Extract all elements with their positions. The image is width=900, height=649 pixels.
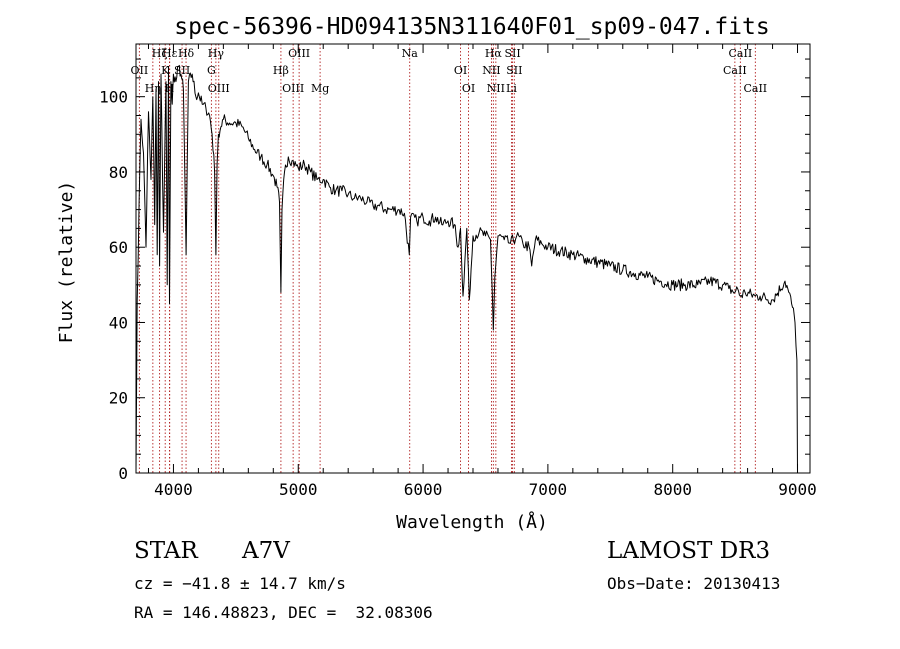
x-tick-label: 7000	[529, 480, 568, 499]
x-tick-label: 6000	[404, 480, 443, 499]
line-marker-label: H	[165, 82, 175, 95]
y-axis-label: Flux (relative)	[56, 181, 77, 344]
object-subclass: A7V	[242, 538, 290, 564]
y-tick-label: 80	[109, 163, 128, 182]
line-marker-label: Hβ	[273, 64, 289, 77]
line-marker-label: NII	[487, 82, 505, 95]
line-marker-label: OI	[462, 82, 475, 95]
line-marker-labels: HεKHHδOIIHηHζSIIOIIIHγGOIIIOIIIHβMgNaOIO…	[131, 47, 768, 95]
line-marker-label: OIII	[208, 82, 230, 95]
line-marker-label: G	[207, 64, 216, 77]
line-marker-label: Li	[506, 82, 517, 95]
y-tick-label: 20	[109, 389, 128, 408]
line-marker-label: Hζ	[152, 47, 168, 60]
line-marker-label: OI	[454, 64, 467, 77]
line-marker-label: CaII	[743, 82, 767, 95]
redshift-velocity: cz = −41.8 ± 14.7 km/s	[134, 574, 346, 593]
x-tick-label: 5000	[279, 480, 318, 499]
line-marker-label: SII	[174, 64, 190, 77]
y-tick-label: 100	[99, 88, 128, 107]
line-marker-label: OIII	[288, 47, 310, 60]
spectrum-line	[135, 64, 798, 474]
line-marker-label: OII	[131, 64, 149, 77]
y-tick-label: 0	[118, 464, 128, 483]
sky-coordinates: RA = 146.48823, DEC = 32.08306	[134, 603, 433, 622]
line-marker-label: NII	[482, 64, 500, 77]
line-markers	[138, 44, 756, 473]
line-marker-label: Hδ	[178, 47, 195, 60]
line-marker-label: Mg	[311, 82, 329, 95]
x-tick-label: 9000	[778, 480, 817, 499]
x-axis-label: Wavelength (Å)	[396, 511, 548, 533]
line-marker-label: OIII	[282, 82, 304, 95]
y-tick-label: 40	[109, 313, 128, 332]
chart-title: spec-56396-HD094135N311640F01_sp09-047.f…	[174, 14, 769, 40]
line-marker-label: SII	[506, 64, 522, 77]
survey-name: LAMOST DR3	[607, 538, 771, 564]
axis-ticks	[136, 44, 810, 474]
observation-date: Obs−Date: 20130413	[607, 574, 781, 593]
axis-tick-labels: 4000 5000 6000 7000 8000 9000 0 20 40 60 80 100	[99, 88, 817, 499]
line-marker-label: CaII	[729, 47, 753, 60]
line-marker-label: K	[161, 64, 170, 77]
x-tick-label: 4000	[154, 480, 193, 499]
line-marker-label: Hα	[485, 47, 503, 60]
line-marker-label: Hγ	[208, 47, 225, 60]
y-tick-label: 60	[109, 238, 128, 257]
line-marker-label: Na	[402, 47, 419, 60]
line-marker-label: Hη	[145, 82, 161, 95]
object-class: STAR	[134, 538, 198, 564]
x-tick-label: 8000	[653, 480, 692, 499]
line-marker-label: CaII	[723, 64, 747, 77]
line-marker-label: SII	[504, 47, 520, 60]
